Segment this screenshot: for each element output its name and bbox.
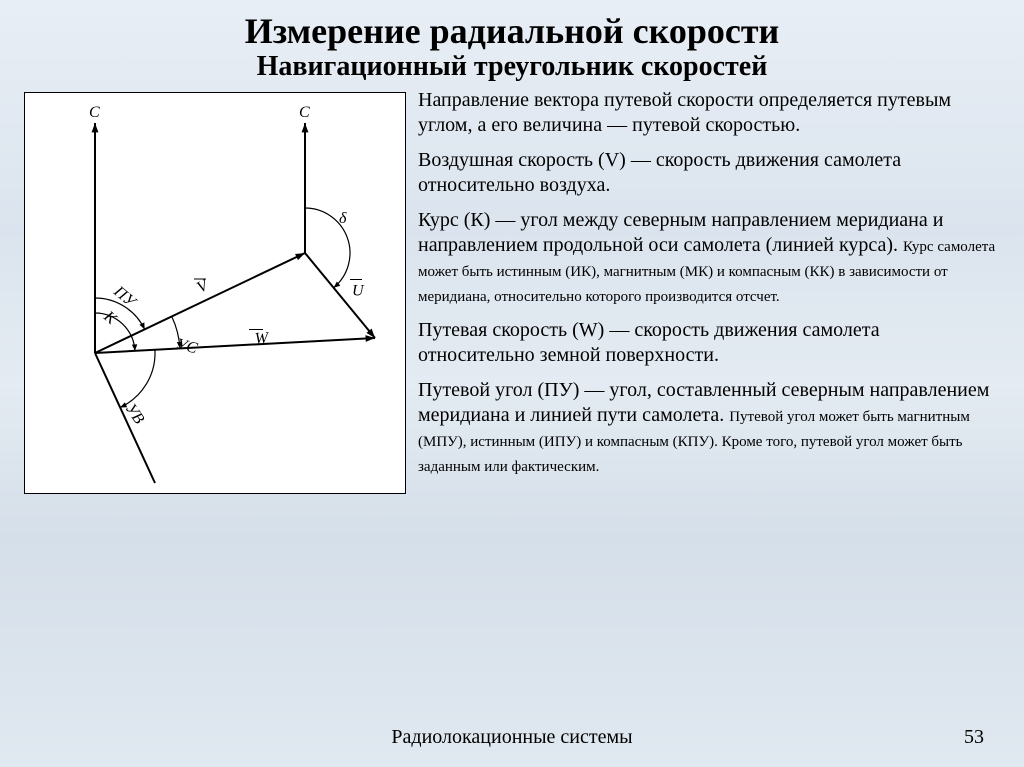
title-main: Измерение радиальной скорости <box>0 12 1024 52</box>
paragraph-trackangle: Путевой угол (ПУ) — угол, составленный с… <box>418 378 1000 478</box>
paragraph-intro: Направление вектора путевой скорости опр… <box>418 88 1000 138</box>
title-block: Измерение радиальной скорости Навигацион… <box>0 0 1024 82</box>
svg-text:δ: δ <box>339 210 347 227</box>
svg-text:УС: УС <box>174 336 199 358</box>
svg-text:W: W <box>254 330 270 348</box>
paragraph-course: Курс (К) — угол между северным направлен… <box>418 208 1000 308</box>
text-column: Направление вектора путевой скорости опр… <box>418 88 1000 494</box>
slide: Измерение радиальной скорости Навигацион… <box>0 0 1024 767</box>
footer: Радиолокационные системы 53 <box>0 726 1024 749</box>
svg-text:C: C <box>89 104 100 121</box>
svg-text:U: U <box>352 283 365 300</box>
paragraph-groundspeed: Путевая скорость (W) — скорость движения… <box>418 318 1000 368</box>
vector-triangle-svg: CCVWUПУКУСУВδ <box>25 93 405 493</box>
svg-text:ПУ: ПУ <box>110 283 141 312</box>
svg-text:C: C <box>299 104 310 121</box>
footer-text: Радиолокационные системы <box>391 726 632 748</box>
page-number: 53 <box>964 726 984 749</box>
content-row: CCVWUПУКУСУВδ Направление вектора путево… <box>0 82 1024 494</box>
svg-text:К: К <box>100 308 121 329</box>
vector-triangle-figure: CCVWUПУКУСУВδ <box>24 92 406 494</box>
paragraph-course-main: Курс (К) — угол между северным направлен… <box>418 209 943 256</box>
paragraph-airspeed: Воздушная скорость (V) — скорость движен… <box>418 148 1000 198</box>
title-sub: Навигационный треугольник скоростей <box>0 52 1024 83</box>
